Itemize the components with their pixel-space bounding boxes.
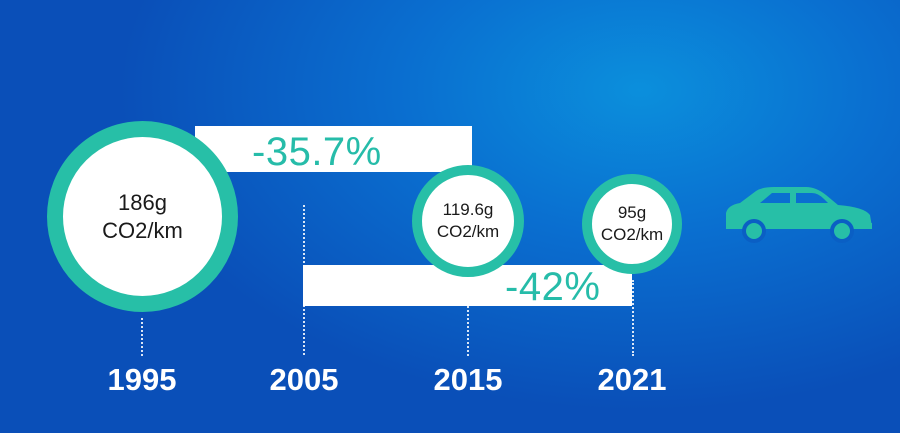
- value-label: 95g: [617, 203, 647, 222]
- year-label-2005: 2005: [269, 362, 339, 397]
- year-line-2015: [467, 282, 469, 356]
- data-point-2021: 95g CO2/km: [582, 174, 682, 274]
- car-icon: [726, 187, 872, 243]
- year-label-2021: 2021: [597, 362, 667, 397]
- value-label: 186g: [118, 189, 167, 215]
- reduction-band-1995-2015: [195, 126, 472, 172]
- data-point-1995: 186g CO2/km: [47, 121, 238, 312]
- year-label-1995: 1995: [107, 362, 177, 397]
- reduction-label-2005-2021: -42%: [505, 265, 601, 309]
- value-label: 119.6g: [442, 200, 494, 219]
- reduction-label-1995-2015: -35.7%: [252, 130, 382, 174]
- unit-label: CO2/km: [102, 217, 183, 243]
- year-line-1995: [141, 318, 143, 356]
- unit-label: CO2/km: [600, 225, 664, 244]
- unit-label: CO2/km: [436, 222, 500, 241]
- year-line-2005: [303, 205, 305, 355]
- year-line-2021: [632, 280, 634, 356]
- year-label-2015: 2015: [433, 362, 503, 397]
- data-point-2015: 119.6g CO2/km: [412, 165, 524, 277]
